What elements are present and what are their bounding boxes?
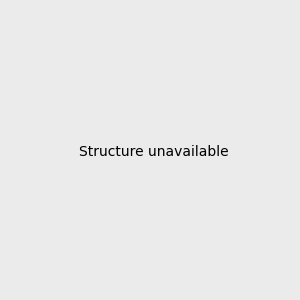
Text: Structure unavailable: Structure unavailable xyxy=(79,145,229,158)
